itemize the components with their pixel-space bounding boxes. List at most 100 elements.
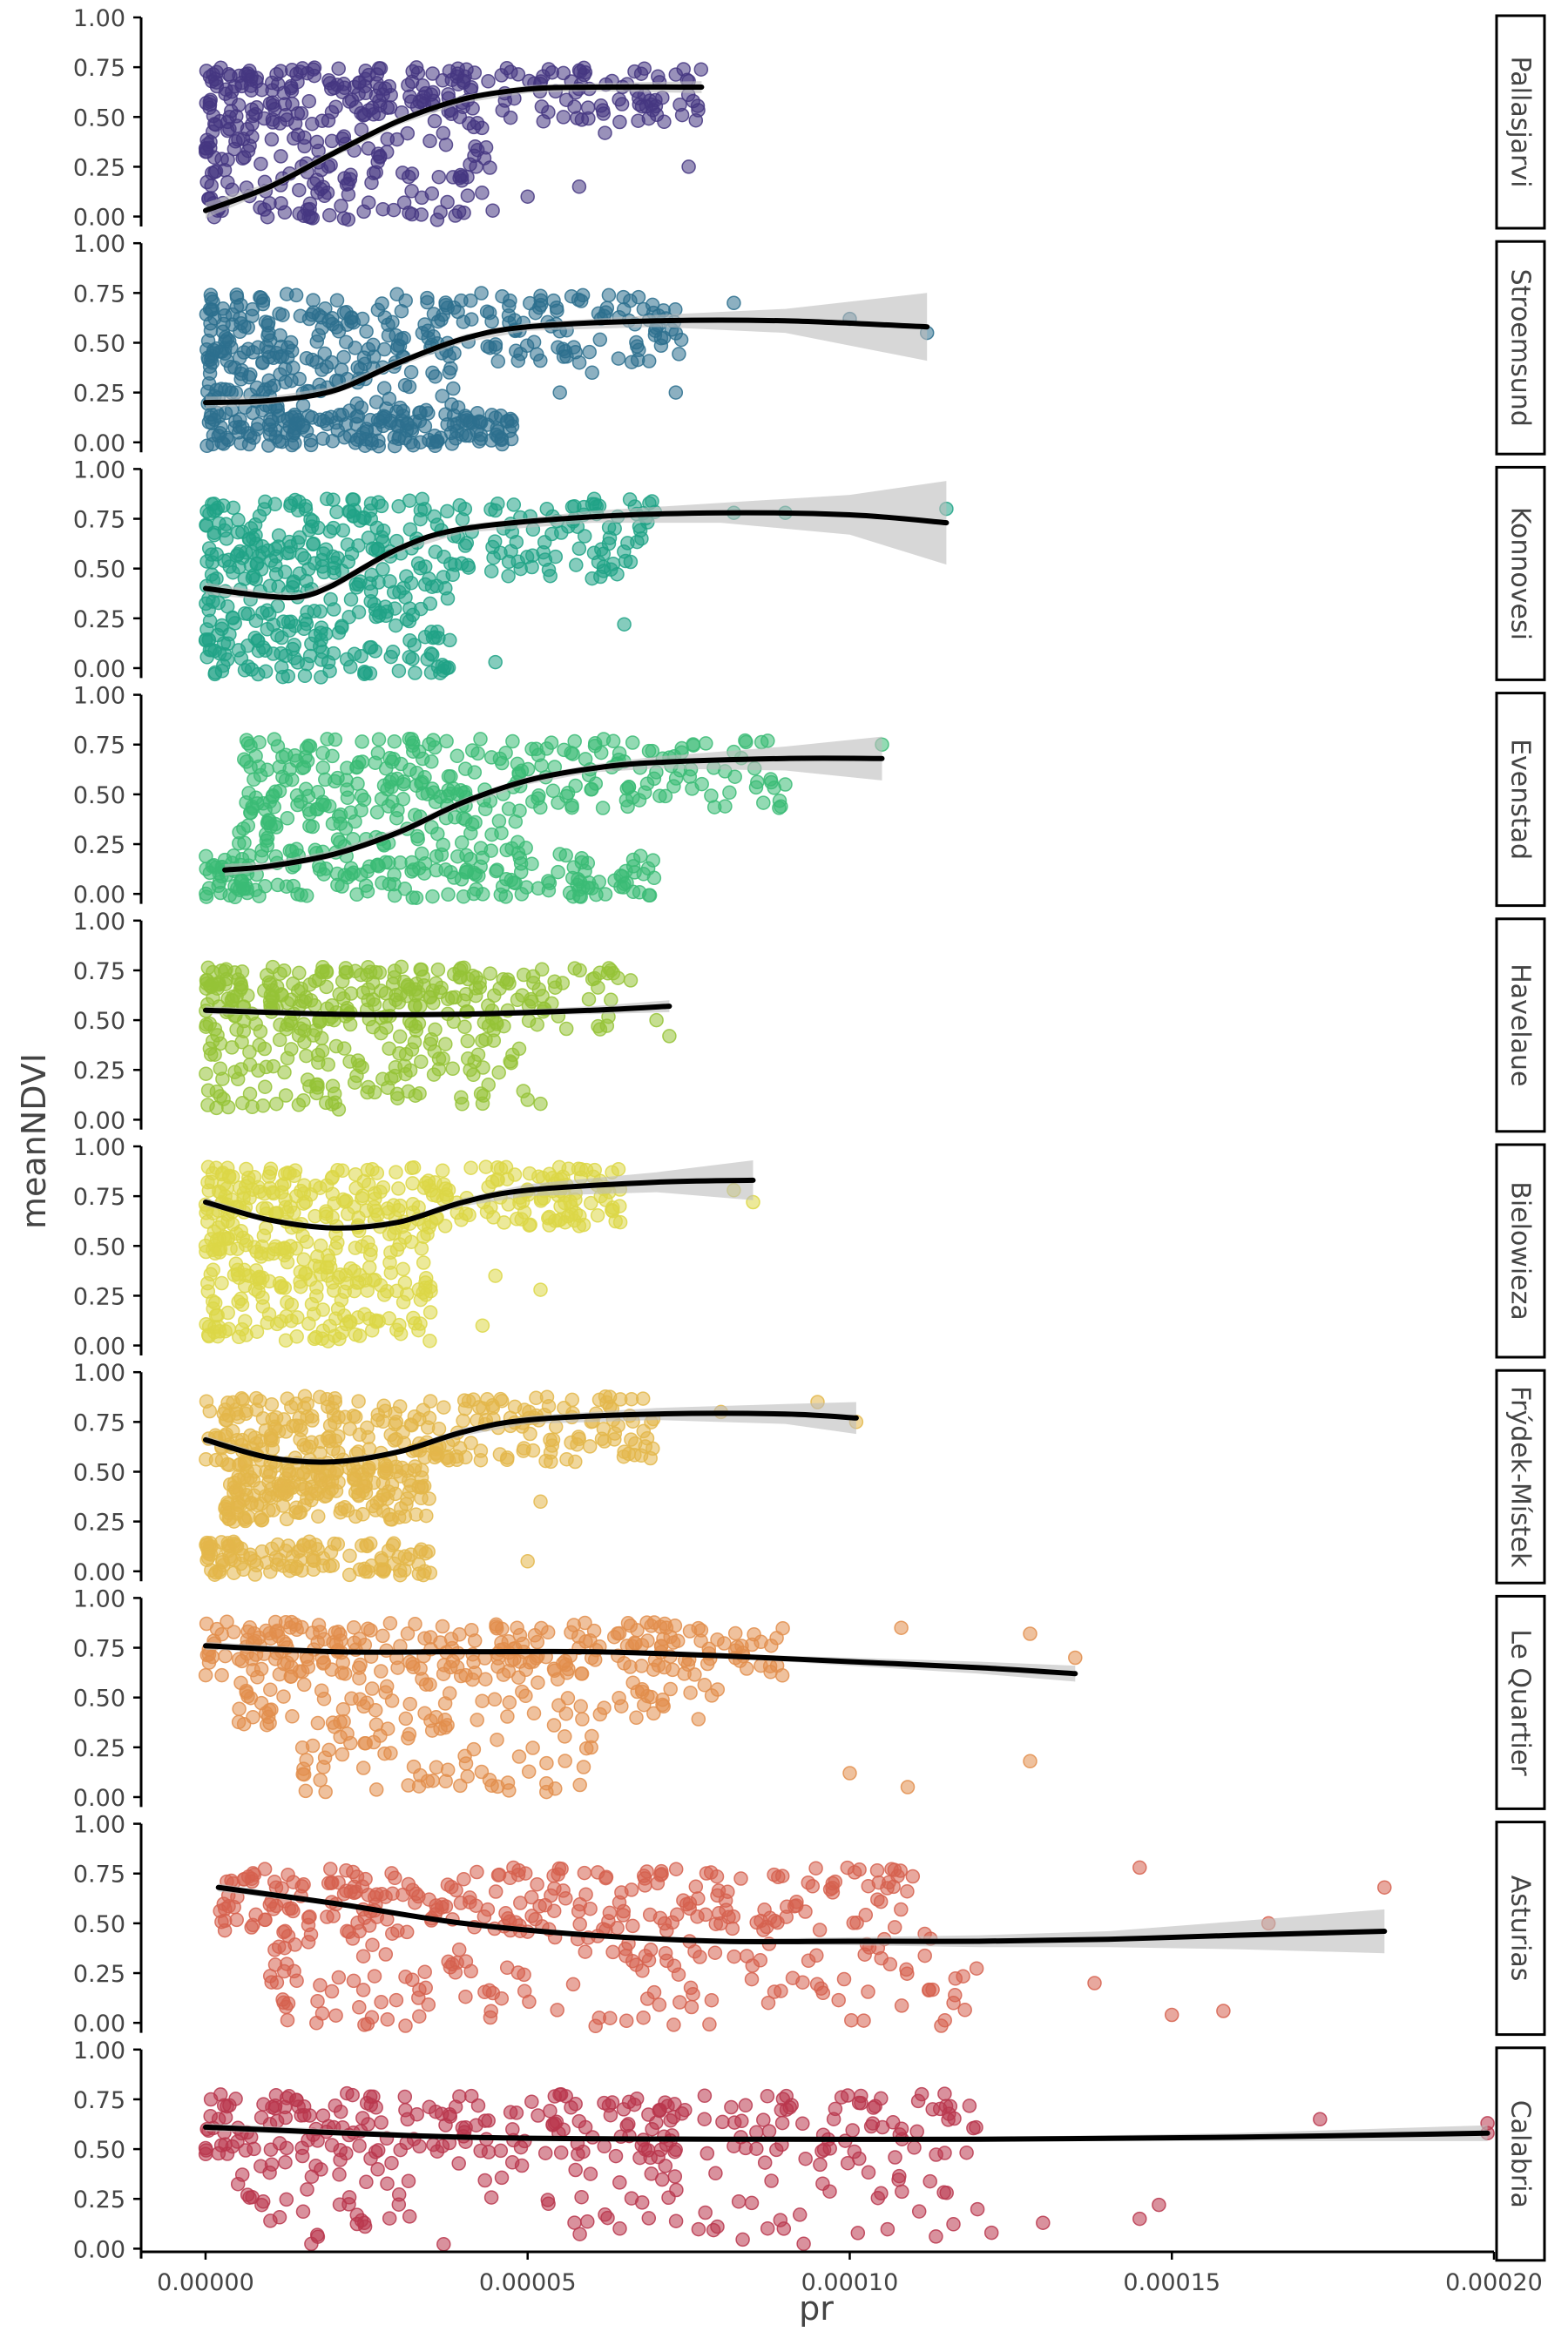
data-point bbox=[499, 1960, 515, 1976]
data-point bbox=[426, 2137, 441, 2153]
data-point bbox=[521, 1013, 537, 1028]
data-point bbox=[1087, 1976, 1102, 1990]
data-point bbox=[438, 137, 454, 152]
data-point bbox=[455, 414, 470, 429]
data-point bbox=[505, 2122, 520, 2137]
data-point bbox=[564, 499, 580, 515]
data-point bbox=[289, 1329, 304, 1344]
data-point bbox=[329, 293, 345, 308]
data-point bbox=[418, 402, 434, 418]
y-tick-label: 0.50 bbox=[73, 1686, 125, 1713]
data-point bbox=[201, 632, 217, 647]
data-point bbox=[393, 400, 408, 416]
data-point bbox=[429, 1760, 444, 1775]
data-point bbox=[704, 1992, 720, 2008]
data-point bbox=[375, 418, 391, 434]
data-point bbox=[409, 60, 424, 75]
data-point bbox=[254, 842, 269, 858]
data-point bbox=[199, 1647, 215, 1663]
data-point bbox=[942, 2106, 956, 2121]
data-point bbox=[500, 1450, 515, 1465]
y-tick-label: 1.00 bbox=[73, 2038, 125, 2065]
data-point bbox=[313, 625, 328, 640]
data-point bbox=[199, 862, 213, 876]
data-point bbox=[457, 69, 472, 84]
data-point bbox=[578, 863, 592, 879]
data-point bbox=[532, 1899, 547, 1914]
data-point bbox=[274, 149, 288, 164]
data-point bbox=[415, 751, 430, 767]
points-group bbox=[198, 2085, 1495, 2252]
data-point bbox=[346, 509, 361, 524]
data-point bbox=[475, 1693, 490, 1708]
data-point bbox=[322, 663, 337, 679]
data-point bbox=[260, 344, 276, 360]
data-point bbox=[785, 1970, 801, 1985]
data-point bbox=[683, 1685, 698, 1700]
data-point bbox=[227, 1552, 242, 1568]
data-point bbox=[764, 2173, 779, 2188]
data-point bbox=[520, 1554, 535, 1569]
data-point bbox=[691, 1620, 706, 1636]
data-point bbox=[214, 621, 229, 637]
data-point bbox=[322, 1418, 338, 1433]
data-point bbox=[241, 369, 257, 385]
data-point bbox=[682, 769, 698, 784]
data-point bbox=[374, 1995, 389, 2010]
data-point bbox=[233, 1675, 248, 1691]
data-point bbox=[400, 977, 416, 993]
data-point bbox=[599, 301, 615, 315]
data-point bbox=[488, 337, 504, 352]
data-point bbox=[395, 1424, 410, 1440]
data-point bbox=[634, 1659, 649, 1673]
data-point bbox=[291, 1098, 307, 1112]
facet-strip bbox=[1495, 1369, 1546, 1585]
data-point bbox=[520, 1092, 535, 1107]
data-point bbox=[1036, 2215, 1051, 2230]
data-point bbox=[446, 381, 461, 396]
data-point bbox=[406, 1160, 422, 1175]
data-point bbox=[596, 546, 612, 561]
data-point bbox=[255, 605, 270, 620]
data-point bbox=[795, 2116, 810, 2132]
data-point bbox=[710, 2219, 725, 2234]
data-point bbox=[620, 1616, 636, 1631]
data-point bbox=[309, 2227, 325, 2242]
data-point bbox=[416, 1255, 431, 1270]
data-point bbox=[299, 1234, 314, 1249]
data-point bbox=[623, 973, 639, 988]
data-point bbox=[577, 1865, 592, 1881]
data-point bbox=[760, 1995, 776, 2011]
data-point bbox=[513, 1896, 528, 1910]
data-point bbox=[637, 785, 652, 800]
data-point bbox=[274, 1314, 288, 1329]
facet-strip-label: Le Quartier bbox=[1505, 1629, 1536, 1776]
data-point bbox=[393, 1326, 409, 1342]
data-point bbox=[490, 496, 505, 511]
data-point bbox=[673, 332, 689, 348]
data-point bbox=[502, 1783, 517, 1798]
data-point bbox=[324, 1984, 340, 1999]
data-point bbox=[286, 360, 301, 375]
y-tick-label: 0.25 bbox=[73, 381, 125, 408]
data-point bbox=[453, 1778, 468, 1794]
data-point bbox=[335, 1701, 351, 1717]
data-point bbox=[899, 1962, 914, 1977]
data-point bbox=[801, 1875, 816, 1890]
data-point bbox=[417, 629, 433, 645]
data-point bbox=[284, 843, 300, 859]
data-point bbox=[650, 1876, 666, 1891]
data-point bbox=[687, 1667, 702, 1682]
data-point bbox=[442, 1686, 457, 1701]
data-point bbox=[415, 1672, 429, 1686]
data-point bbox=[1132, 2211, 1147, 2227]
data-point bbox=[501, 1633, 517, 1649]
data-point bbox=[760, 2220, 775, 2236]
data-point bbox=[946, 1996, 961, 2011]
data-point bbox=[546, 1718, 562, 1733]
data-point bbox=[235, 1230, 251, 1246]
data-point bbox=[595, 801, 611, 815]
data-point bbox=[326, 645, 341, 661]
data-point bbox=[412, 2009, 427, 2024]
